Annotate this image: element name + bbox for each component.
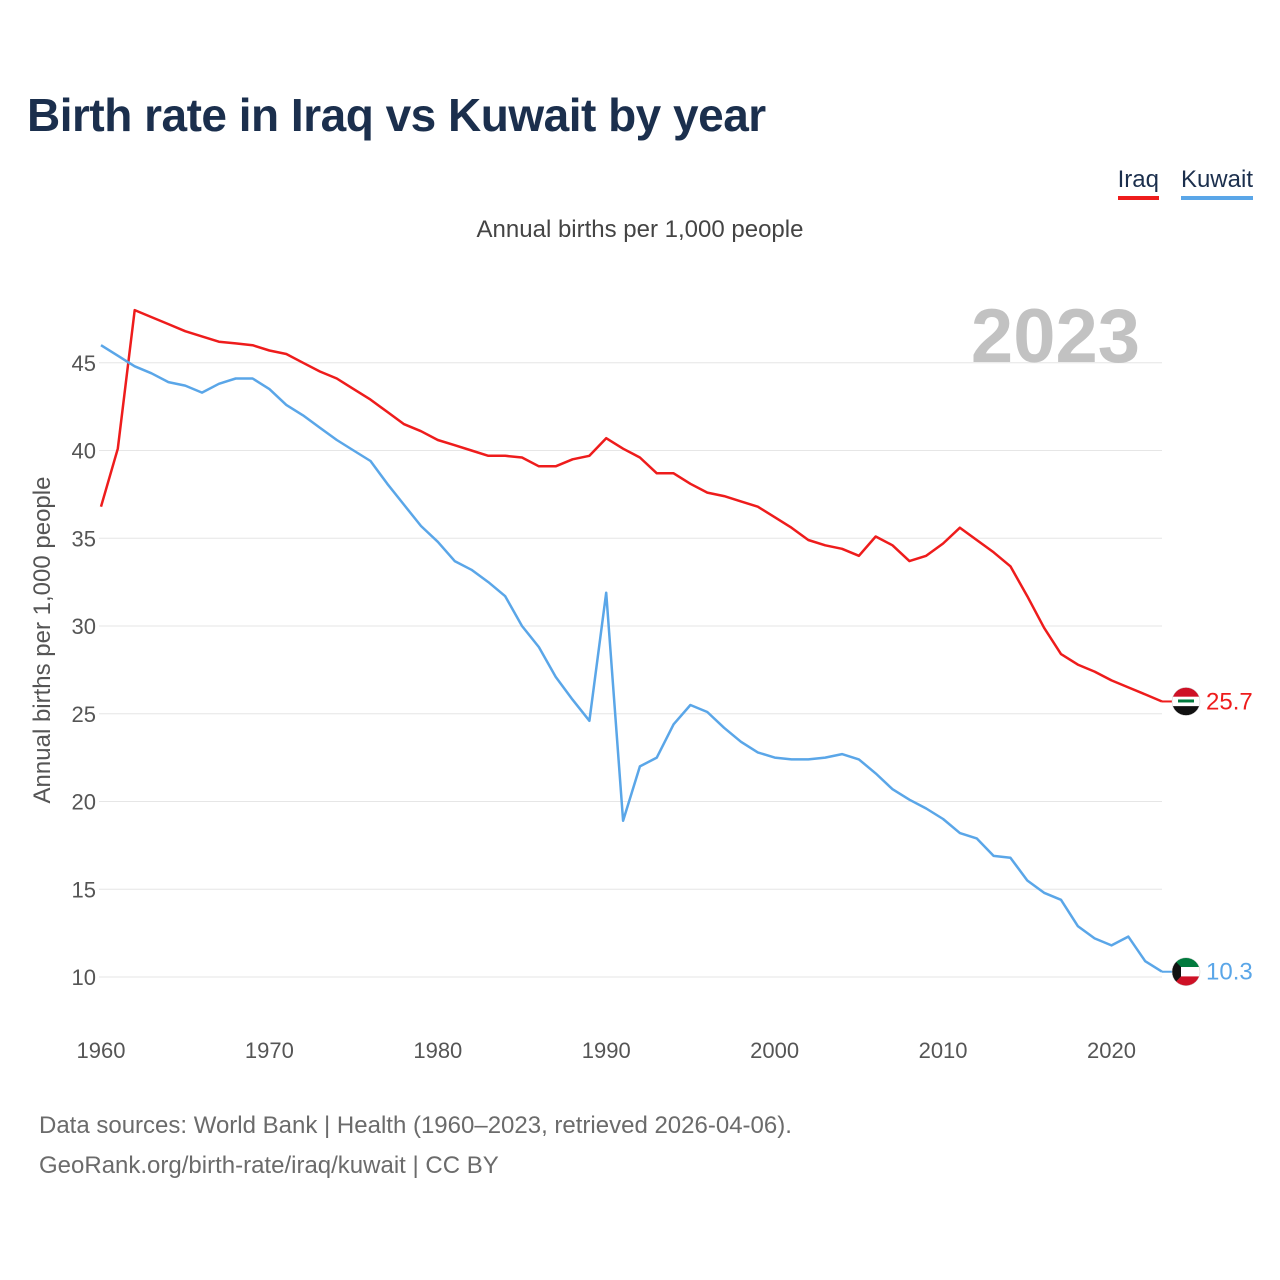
legend: Iraq Kuwait bbox=[1117, 166, 1253, 200]
x-axis-ticks: 1960 1970 1980 1990 2000 2010 2020 bbox=[77, 1038, 1136, 1063]
current-year-watermark: 2023 bbox=[971, 294, 1140, 379]
end-value-label-iraq: 25.7 bbox=[1206, 688, 1253, 715]
series-lines bbox=[99, 308, 1163, 973]
end-markers: 25.7 10.3 bbox=[1162, 687, 1253, 986]
y-tick-label-25: 25 bbox=[72, 702, 96, 727]
gridlines bbox=[99, 362, 1162, 978]
footer-sources: Data sources: World Bank | Health (1960–… bbox=[39, 1112, 792, 1139]
iraq-flag-icon bbox=[1171, 687, 1201, 716]
legend-item-kuwait[interactable]: Kuwait bbox=[1180, 166, 1253, 200]
y-tick-label-35: 35 bbox=[72, 526, 96, 551]
chart-title: Birth rate in Iraq vs Kuwait by year bbox=[27, 89, 766, 141]
end-value-label-kuwait: 10.3 bbox=[1206, 959, 1253, 986]
y-tick-label-30: 30 bbox=[72, 614, 96, 639]
y-tick-label-40: 40 bbox=[72, 439, 96, 464]
footer: Data sources: World Bank | Health (1960–… bbox=[39, 1106, 792, 1186]
y-tick-label-20: 20 bbox=[72, 790, 96, 815]
x-tick-label-1990: 1990 bbox=[582, 1038, 631, 1063]
y-tick-label-10: 10 bbox=[72, 965, 96, 990]
x-tick-label-2010: 2010 bbox=[919, 1038, 968, 1063]
y-tick-label-15: 15 bbox=[72, 877, 96, 902]
footer-attribution[interactable]: GeoRank.org/birth-rate/iraq/kuwait | CC … bbox=[39, 1152, 499, 1179]
legend-item-iraq[interactable]: Iraq bbox=[1117, 166, 1159, 200]
y-axis-ticks: 10 15 20 25 30 35 40 45 bbox=[72, 351, 96, 990]
x-tick-label-2020: 2020 bbox=[1087, 1038, 1136, 1063]
y-axis-label: Annual births per 1,000 people bbox=[29, 477, 56, 804]
x-tick-label-2000: 2000 bbox=[750, 1038, 799, 1063]
series-line-iraq bbox=[99, 308, 1163, 703]
kuwait-flag-icon bbox=[1171, 957, 1201, 986]
y-tick-label-45: 45 bbox=[72, 351, 96, 376]
x-tick-label-1980: 1980 bbox=[413, 1038, 462, 1063]
series-line-kuwait bbox=[100, 344, 1163, 973]
chart-subtitle: Annual births per 1,000 people bbox=[476, 216, 804, 243]
x-tick-label-1960: 1960 bbox=[77, 1038, 126, 1063]
x-tick-label-1970: 1970 bbox=[245, 1038, 294, 1063]
